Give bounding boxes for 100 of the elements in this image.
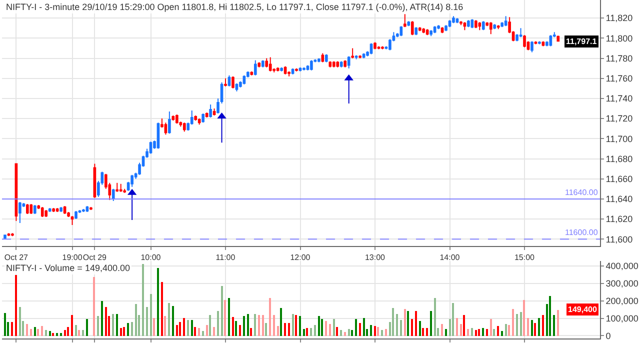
bar	[460, 324, 462, 336]
y-tick-label: 11,640	[606, 194, 633, 204]
bar	[164, 316, 166, 336]
candlestick	[90, 206, 92, 210]
bar	[430, 311, 432, 336]
bar	[131, 322, 133, 336]
candlestick	[358, 54, 362, 59]
candlestick	[523, 34, 526, 48]
candlestick	[351, 48, 354, 59]
bar	[86, 319, 88, 336]
candlestick	[26, 203, 29, 215]
bar	[213, 327, 215, 336]
x-tick-label: 14:00	[440, 252, 460, 262]
bar	[123, 327, 125, 336]
y-tick-label: 300,000	[606, 278, 638, 289]
bar	[64, 330, 66, 336]
candlestick	[4, 234, 6, 240]
candlestick	[456, 18, 459, 24]
bar	[306, 328, 308, 336]
candlestick	[288, 70, 290, 77]
bar	[351, 330, 353, 336]
bar	[381, 330, 383, 336]
candlestick	[7, 232, 10, 237]
candlestick	[437, 24, 440, 30]
bar	[486, 329, 488, 336]
chart-title: NIFTY-I - Volume = 149,400.00	[6, 263, 130, 273]
candlestick	[164, 122, 168, 136]
candlestick	[493, 24, 496, 30]
bar	[478, 329, 480, 336]
bar	[471, 328, 473, 336]
text: 149,400	[568, 305, 598, 314]
candlestick	[52, 207, 55, 212]
y-tick-label: 11,780	[606, 53, 633, 64]
bar	[520, 312, 522, 336]
candlestick	[325, 54, 328, 63]
candlestick	[407, 20, 410, 27]
bar	[475, 330, 477, 336]
candlestick	[336, 60, 340, 68]
bar	[348, 329, 350, 336]
bar	[318, 316, 320, 336]
candlestick	[182, 122, 186, 132]
candlestick	[205, 112, 208, 118]
bar	[493, 329, 495, 336]
y-tick-label: 400,000	[606, 261, 638, 272]
bar	[355, 319, 357, 336]
bar	[209, 315, 211, 336]
bar	[52, 333, 54, 336]
bar	[363, 318, 365, 336]
bar	[206, 325, 208, 336]
y-tick-label: 11,740	[606, 94, 633, 104]
bar	[34, 327, 36, 336]
bar	[531, 320, 533, 336]
y-tick-label: 0	[606, 330, 611, 341]
bar	[179, 322, 181, 336]
candlestick	[418, 26, 422, 32]
bar	[463, 315, 465, 336]
candlestick	[176, 114, 178, 124]
bar	[93, 277, 95, 336]
x-tick-label: Oct 29	[82, 252, 108, 262]
bar	[277, 326, 279, 336]
bar	[392, 308, 394, 336]
candlestick	[478, 22, 482, 31]
bar	[411, 319, 413, 336]
bar	[280, 308, 282, 336]
candlestick	[370, 42, 373, 55]
candlestick	[280, 66, 283, 72]
bar	[26, 324, 28, 336]
bar	[157, 268, 159, 336]
bar	[183, 318, 185, 336]
bar	[269, 298, 271, 336]
bar	[288, 323, 290, 336]
bar	[534, 323, 536, 336]
bar	[419, 321, 421, 336]
candlestick	[172, 115, 175, 122]
candlestick	[261, 60, 264, 68]
bar	[396, 314, 398, 336]
bar	[247, 314, 249, 336]
y-tick-label: 11,680	[606, 154, 633, 164]
candlestick	[123, 188, 126, 194]
candlestick	[168, 111, 171, 134]
candlestick	[430, 30, 432, 37]
y-tick-label: 11,600	[606, 234, 633, 244]
bar	[407, 311, 409, 336]
bar	[82, 330, 84, 336]
bar	[441, 324, 443, 336]
candlestick	[194, 115, 198, 122]
bar	[142, 264, 144, 336]
candlestick	[212, 108, 216, 116]
x-tick-label: 15:00	[514, 252, 536, 262]
candlestick	[220, 82, 224, 104]
bar	[467, 329, 469, 336]
bar	[325, 321, 327, 336]
x-tick-label: 13:00	[364, 252, 386, 262]
x-tick-label: 12:00	[290, 252, 311, 262]
bar	[385, 329, 387, 336]
bar	[112, 314, 114, 336]
candlestick	[198, 118, 201, 126]
bar	[235, 321, 237, 336]
bar	[49, 331, 51, 336]
bar	[512, 309, 514, 336]
